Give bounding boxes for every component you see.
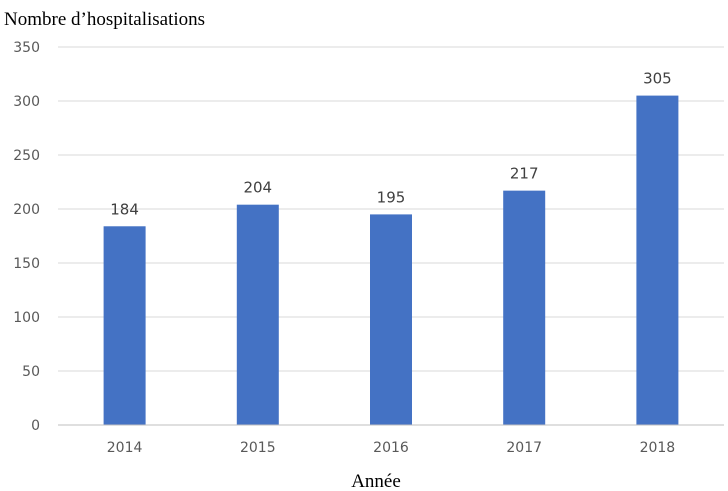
data-label-2015: 204 (243, 179, 272, 197)
y-tick-label: 0 (31, 418, 40, 434)
x-axis-ticks: 2014 2015 2016 2017 2018 (107, 440, 675, 456)
y-tick-label: 50 (22, 364, 40, 380)
y-axis-ticks: 0 50 100 150 200 250 300 350 (13, 40, 40, 434)
bar-2016 (370, 214, 412, 425)
y-axis-title: Nombre d’hospitalisations (4, 9, 205, 30)
data-label-2014: 184 (110, 200, 139, 218)
y-tick-label: 100 (13, 310, 40, 326)
bars (103, 95, 679, 425)
bar-2017 (503, 190, 546, 425)
x-tick-label: 2014 (107, 440, 143, 456)
bar-2015 (236, 204, 279, 425)
x-tick-label: 2017 (506, 440, 542, 456)
bar-2018 (636, 95, 679, 425)
data-label-2017: 217 (510, 165, 539, 183)
data-label-2016: 195 (377, 188, 406, 206)
x-tick-label: 2018 (640, 440, 676, 456)
x-tick-label: 2016 (373, 440, 409, 456)
data-label-2018: 305 (643, 70, 672, 88)
y-tick-label: 150 (13, 256, 40, 272)
y-tick-label: 300 (13, 94, 40, 110)
bar-2014 (103, 226, 146, 425)
data-labels: 184 204 195 217 305 (110, 70, 671, 219)
x-tick-label: 2015 (240, 440, 276, 456)
y-tick-label: 250 (13, 148, 40, 164)
y-tick-label: 200 (13, 202, 40, 218)
x-axis-title: Année (351, 471, 401, 491)
y-tick-label: 350 (13, 40, 40, 56)
